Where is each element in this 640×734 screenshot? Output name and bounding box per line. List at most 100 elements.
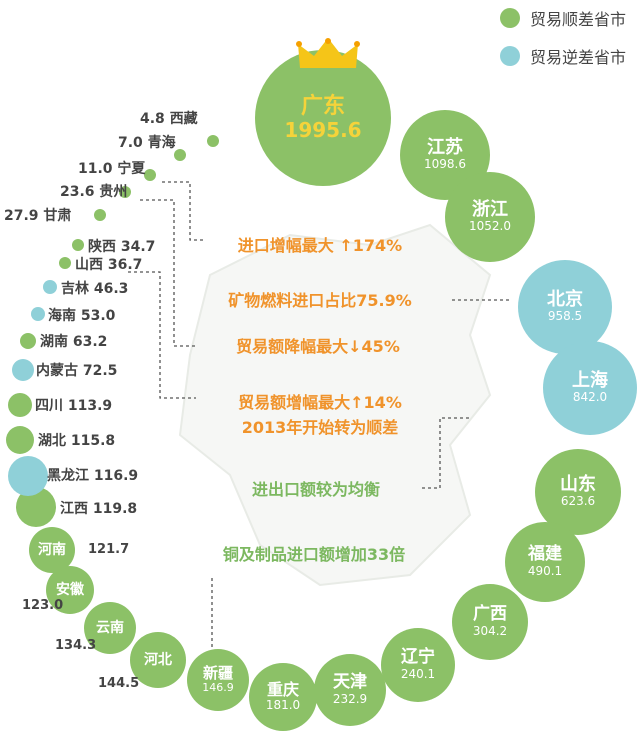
province-name: 湖南 (40, 334, 68, 350)
province-value: 116.9 (93, 468, 139, 484)
province-bubble[interactable]: 广东 1995.6 (255, 50, 391, 186)
province-value: 842.0 (572, 390, 608, 405)
province-label: 湖南 63.2 (40, 331, 107, 351)
province-bubble[interactable] (94, 209, 106, 221)
annotation-text: 进出口额较为均衡 (251, 480, 380, 499)
province-value: 119.8 (92, 501, 138, 517)
province-bubble[interactable]: 福建 490.1 (505, 522, 585, 602)
province-bubble[interactable]: 山东 623.6 (535, 449, 621, 535)
province-bubble[interactable] (59, 257, 71, 269)
province-value: 53.0 (80, 308, 116, 324)
province-bubble[interactable] (174, 149, 186, 161)
province-name: 吉林 (61, 281, 89, 297)
province-bubble[interactable]: 重庆 181.0 (249, 663, 317, 731)
province-value: 11.0 (78, 161, 113, 177)
province-name: 河北 (144, 651, 172, 668)
province-value: 304.2 (472, 623, 508, 638)
annotation-text: 贸易额增幅最大↑14% (238, 393, 402, 412)
province-value: 1098.6 (424, 157, 466, 172)
province-bubble[interactable]: 上海 842.0 (543, 341, 637, 435)
province-bubble[interactable] (144, 169, 156, 181)
province-name: 广东 (300, 93, 345, 119)
province-value: 146.9 (202, 681, 234, 695)
province-name: 海南 (48, 308, 76, 324)
province-bubble[interactable] (20, 333, 36, 349)
province-bubble[interactable]: 河北 (130, 632, 186, 688)
province-name: 山东 (560, 473, 596, 495)
province-bubble[interactable]: 新疆 146.9 (187, 649, 249, 711)
province-bubble[interactable]: 安徽 (46, 566, 94, 614)
province-name: 贵州 (99, 184, 128, 200)
province-name: 云南 (96, 619, 124, 636)
province-label: 湖北 115.8 (38, 430, 115, 450)
annotation-text: 2013年开始转为顺差 (241, 418, 399, 437)
province-name: 河南 (38, 541, 66, 558)
province-label: 江西 119.8 (60, 498, 137, 518)
province-value: 240.1 (400, 666, 436, 681)
province-bubble[interactable] (8, 393, 32, 417)
province-bubble[interactable]: 广西 304.2 (452, 584, 528, 660)
province-name: 青海 (147, 135, 176, 151)
province-value: 115.8 (70, 433, 116, 449)
province-name: 江苏 (427, 136, 463, 158)
province-bubble[interactable]: 天津 232.9 (314, 654, 386, 726)
province-bubble[interactable]: 河南 (29, 527, 75, 573)
province-bubble[interactable]: 云南 (84, 602, 136, 654)
province-name: 上海 (572, 369, 608, 391)
province-value: 958.5 (547, 309, 583, 324)
province-value: 123.0 (22, 598, 64, 613)
province-bubble[interactable]: 浙江 1052.0 (445, 172, 535, 262)
province-name: 重庆 (266, 679, 299, 699)
province-bubble[interactable] (119, 186, 131, 198)
province-label: 陕西 34.7 (88, 236, 155, 256)
province-label: 吉林 46.3 (61, 278, 128, 298)
province-value: 121.7 (88, 542, 130, 557)
province-value: 34.7 (120, 239, 156, 255)
province-name: 甘肃 (43, 208, 72, 224)
province-name: 陕西 (88, 239, 116, 255)
province-label: 11.0 宁夏 (78, 158, 145, 178)
province-bubble[interactable]: 北京 958.5 (518, 260, 612, 354)
annotation-text: 矿物燃料进口占比75.9% (228, 291, 412, 310)
province-bubble[interactable] (207, 135, 219, 147)
province-value-label: 144.5 (98, 676, 139, 691)
province-label: 黑龙江 116.9 (47, 465, 138, 485)
province-value-label: 121.7 (88, 542, 129, 557)
province-name: 湖北 (38, 433, 66, 449)
legend-label: 贸易逆差省市 (529, 48, 626, 67)
province-label: 四川 113.9 (35, 395, 112, 415)
province-label: 23.6 贵州 (60, 181, 127, 201)
province-value: 1052.0 (469, 219, 511, 234)
province-bubble[interactable] (8, 456, 48, 496)
province-name: 西藏 (169, 111, 198, 127)
province-bubble[interactable] (12, 359, 34, 381)
province-value: 490.1 (527, 563, 563, 578)
province-name: 福建 (528, 544, 562, 565)
province-name: 北京 (547, 288, 583, 310)
annotation-text: 进口增幅最大 ↑174% (237, 236, 403, 255)
province-value: 72.5 (82, 363, 118, 379)
province-name: 辽宁 (401, 647, 435, 668)
province-name: 四川 (35, 398, 63, 414)
province-label: 山西 36.7 (75, 254, 142, 274)
province-label: 内蒙古 72.5 (36, 360, 117, 380)
province-bubble[interactable] (43, 280, 57, 294)
province-label: 海南 53.0 (48, 305, 115, 325)
province-value: 181.0 (265, 698, 301, 713)
province-bubble[interactable]: 辽宁 240.1 (381, 628, 455, 702)
province-value: 623.6 (560, 494, 596, 509)
province-value-label: 123.0 (22, 598, 63, 613)
province-value-label: 134.3 (55, 638, 96, 653)
china-map-outline (178, 223, 492, 587)
province-bubble[interactable] (31, 307, 45, 321)
province-bubble[interactable] (6, 426, 34, 454)
province-label: 27.9 甘肃 (4, 205, 71, 225)
province-name: 广西 (473, 604, 507, 625)
legend-label: 贸易顺差省市 (529, 10, 626, 29)
province-name: 浙江 (472, 198, 508, 220)
surplus-swatch-icon (499, 8, 520, 28)
province-name: 山西 (75, 257, 103, 273)
province-value: 27.9 (4, 208, 39, 224)
province-bubble[interactable] (72, 239, 84, 251)
